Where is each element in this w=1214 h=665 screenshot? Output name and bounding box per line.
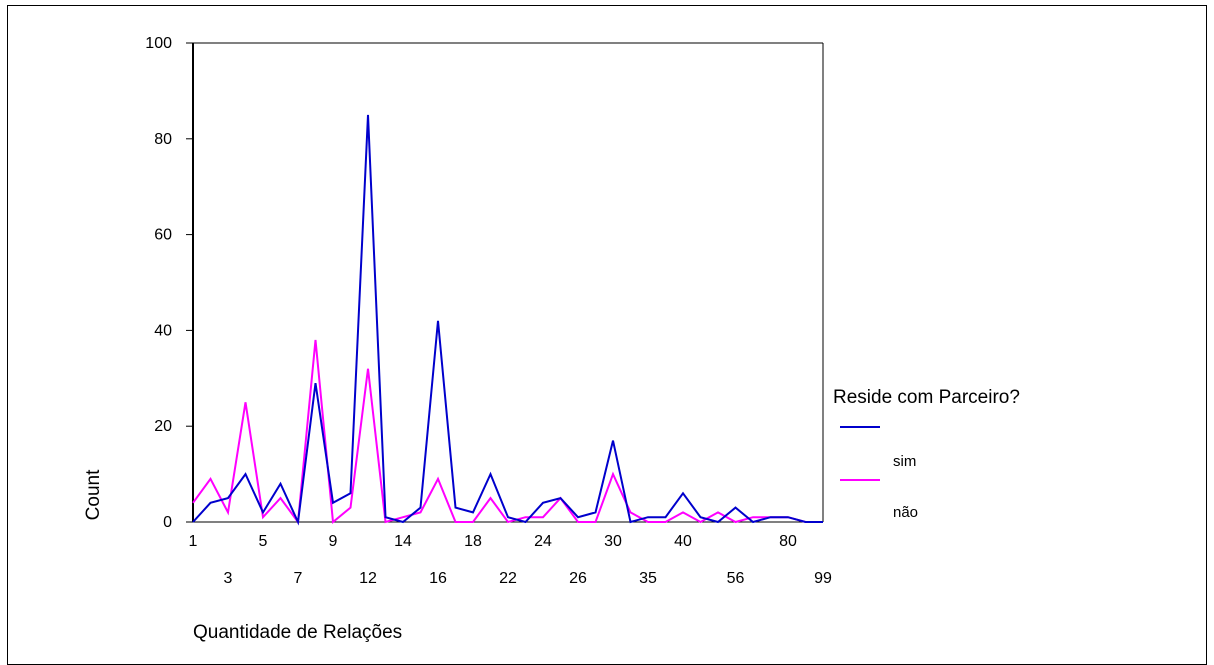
x-tick-label: 56 bbox=[727, 570, 745, 587]
x-tick-label: 30 bbox=[604, 533, 622, 550]
y-tick-label: 20 bbox=[154, 418, 172, 435]
y-tick-label: 100 bbox=[145, 35, 172, 52]
x-tick-label: 5 bbox=[259, 533, 268, 550]
x-tick-label: 16 bbox=[429, 570, 447, 587]
x-tick-label: 3 bbox=[224, 570, 233, 587]
y-tick-label: 60 bbox=[154, 227, 172, 244]
x-tick-label: 80 bbox=[779, 533, 797, 550]
y-tick-label: 0 bbox=[163, 514, 172, 531]
legend-label-sim: sim bbox=[893, 453, 916, 470]
series-line-nao bbox=[192, 339, 823, 525]
x-tick-label: 22 bbox=[499, 570, 517, 587]
x-tick-label: 12 bbox=[359, 570, 377, 587]
x-tick-label: 26 bbox=[569, 570, 587, 587]
series-line-sim bbox=[192, 114, 823, 526]
x-tick-label: 24 bbox=[534, 533, 552, 550]
y-axis-title: Count bbox=[83, 469, 104, 520]
x-tick-label: 40 bbox=[674, 533, 692, 550]
x-tick-label: 7 bbox=[294, 570, 303, 587]
y-tick-label: 80 bbox=[154, 131, 172, 148]
x-tick-label: 35 bbox=[639, 570, 657, 587]
x-tick-label: 18 bbox=[464, 533, 482, 550]
x-tick-label: 14 bbox=[394, 533, 412, 550]
y-tick-label: 40 bbox=[154, 322, 172, 339]
x-axis-title: Quantidade de Relações bbox=[193, 622, 402, 643]
x-tick-label: 99 bbox=[814, 570, 832, 587]
legend-label-nao: não bbox=[893, 504, 918, 521]
x-tick-label: 1 bbox=[189, 533, 198, 550]
legend-title: Reside com Parceiro? bbox=[833, 387, 1020, 408]
x-tick-label: 9 bbox=[329, 533, 338, 550]
